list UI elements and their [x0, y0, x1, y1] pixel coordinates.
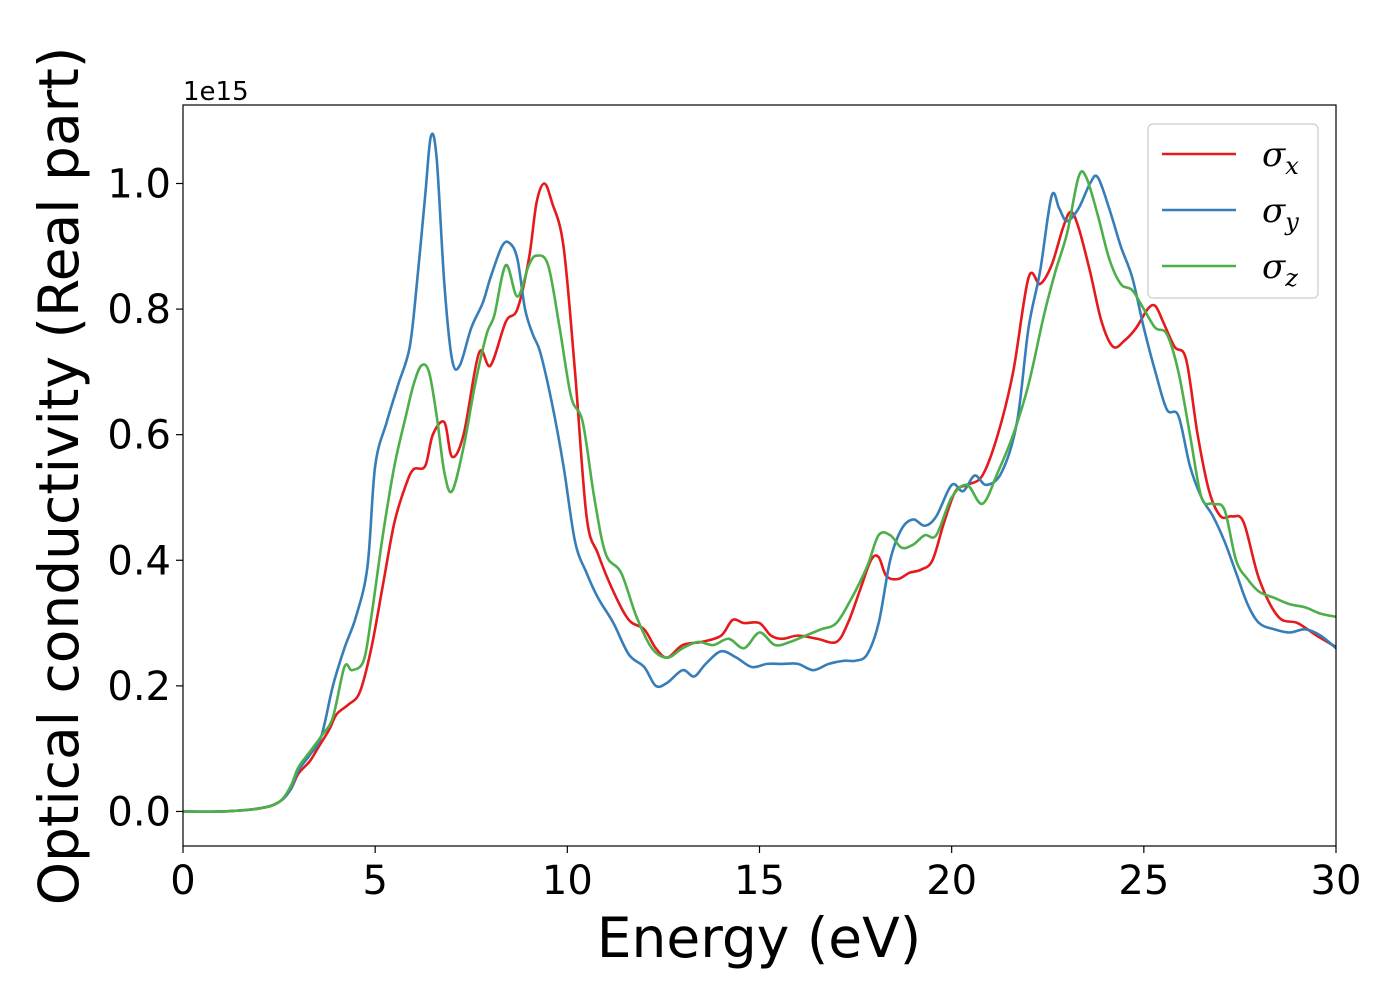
legend-label-z: σz [1262, 247, 1298, 292]
x-tick-label: 10 [542, 858, 593, 904]
x-tick-label: 25 [1118, 858, 1169, 904]
x-axis-title: Energy (eV) [597, 906, 921, 970]
plot-frame [182, 104, 1337, 847]
series-lines [183, 132, 1336, 813]
y-tick-label: 0.4 [107, 538, 171, 584]
y-axis-ticks: 0.0 0.2 0.4 0.6 0.8 1.0 [107, 161, 183, 835]
y-tick-label: 1.0 [107, 161, 171, 207]
y-offset-label: 1e15 [183, 77, 249, 107]
y-tick-label: 0.8 [107, 287, 171, 333]
legend-subscript: x [1285, 152, 1299, 180]
series-line-y [183, 132, 1336, 813]
x-tick-label: 20 [926, 858, 977, 904]
x-tick-label: 15 [734, 858, 785, 904]
legend-label-x: σx [1262, 135, 1299, 180]
y-tick-label: 0.6 [107, 413, 171, 459]
x-tick-label: 30 [1311, 858, 1362, 904]
x-axis-ticks: 0 5 10 15 20 25 30 [170, 846, 1361, 904]
y-axis-title: Optical conductivity (Real part) [27, 47, 91, 906]
legend-subscript: z [1284, 264, 1298, 292]
y-tick-label: 0.2 [107, 664, 171, 710]
legend-symbol: σ [1262, 135, 1286, 175]
series-line-z [183, 170, 1336, 813]
legend-symbol: σ [1262, 247, 1286, 287]
legend-subscript: y [1284, 208, 1299, 236]
series-line-x [183, 182, 1336, 813]
y-tick-label: 0.0 [107, 789, 171, 835]
x-tick-label: 5 [362, 858, 387, 904]
legend-symbol: σ [1262, 191, 1286, 231]
x-tick-label: 0 [170, 858, 195, 904]
legend-label-y: σy [1262, 191, 1299, 236]
